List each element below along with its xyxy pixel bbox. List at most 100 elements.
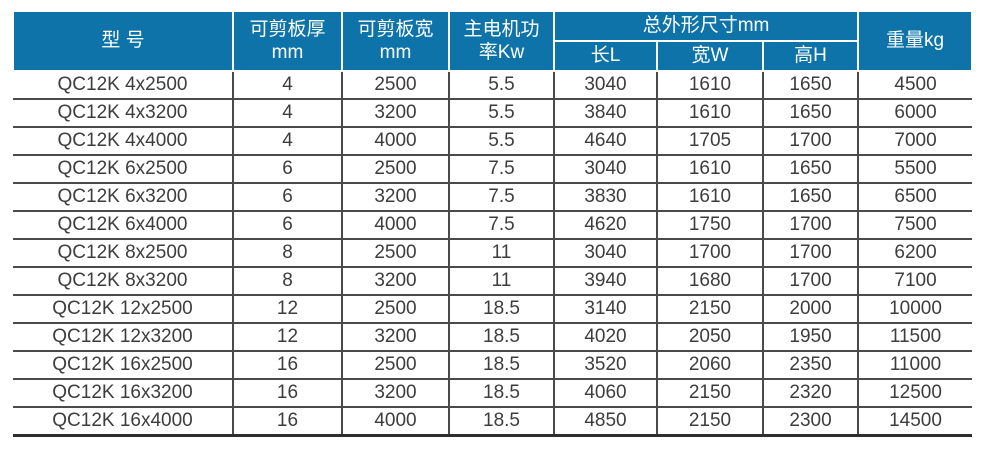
value-cell: 4 — [232, 71, 342, 100]
value-cell: 12 — [232, 295, 342, 324]
model-cell: QC12K 16x4000 — [13, 407, 233, 437]
value-cell: 2000 — [761, 295, 859, 324]
table-row: QC12K 4x4000 4 4000 5.5 4640 1705 1700 7000 — [13, 127, 973, 156]
table-row: QC12K 12x2500 12 2500 18.5 3140 2150 2000 10000 — [13, 295, 973, 324]
table-row: QC12K 4x2500 4 2500 5.5 3040 1610 1650 4500 — [13, 71, 973, 100]
model-cell: QC12K 4x2500 — [13, 71, 233, 100]
table-row: QC12K 6x2500 6 2500 7.5 3040 1610 1650 5500 — [13, 155, 973, 184]
value-cell: 4020 — [553, 323, 657, 352]
value-cell: 3040 — [553, 71, 657, 100]
value-cell: 16 — [232, 379, 342, 408]
value-cell: 7.5 — [448, 211, 554, 240]
col-header-weight: 重量kg — [857, 10, 974, 72]
value-cell: 11000 — [857, 351, 973, 380]
value-cell: 1610 — [656, 99, 763, 128]
value-cell: 4000 — [341, 407, 449, 437]
value-cell: 5.5 — [448, 127, 554, 156]
value-cell: 6200 — [857, 239, 973, 268]
table-row: QC12K 8x3200 8 3200 11 3940 1680 1700 7100 — [13, 267, 973, 296]
value-cell: 3200 — [341, 379, 449, 408]
model-cell: QC12K 12x3200 — [13, 323, 233, 352]
value-cell: 2050 — [656, 323, 763, 352]
value-cell: 3940 — [553, 267, 657, 296]
value-cell: 2320 — [761, 379, 859, 408]
table-row: QC12K 16x3200 16 3200 18.5 4060 2150 2320 12500 — [13, 379, 973, 408]
value-cell: 11500 — [857, 323, 973, 352]
value-cell: 2150 — [656, 379, 763, 408]
value-cell: 11 — [448, 239, 554, 268]
value-cell: 1680 — [656, 267, 763, 296]
value-cell: 6000 — [857, 99, 973, 128]
value-cell: 4 — [232, 99, 342, 128]
value-cell: 11 — [448, 267, 554, 296]
model-cell: QC12K 8x2500 — [13, 239, 233, 268]
value-cell: 1610 — [656, 71, 763, 100]
value-cell: 1610 — [656, 155, 763, 184]
col-header-width-w: 宽W — [656, 40, 764, 72]
col-header-dimensions-label: 总外形尺寸mm — [642, 15, 770, 37]
col-header-height-label: 高H — [794, 45, 827, 67]
value-cell: 16 — [232, 407, 342, 437]
value-cell: 6500 — [857, 183, 973, 212]
col-header-thickness-unit: mm — [271, 42, 304, 63]
value-cell: 3200 — [341, 183, 449, 212]
table-row: QC12K 16x2500 16 2500 18.5 3520 2060 2350 11000 — [13, 351, 973, 380]
value-cell: 2350 — [761, 351, 859, 380]
col-header-width-unit: mm — [379, 42, 412, 63]
value-cell: 2150 — [656, 407, 763, 437]
value-cell: 4060 — [553, 379, 657, 408]
table-body: QC12K 4x2500 4 2500 5.5 3040 1610 1650 4500 QC12… — [13, 71, 973, 437]
col-header-model-label: 型 号 — [101, 30, 145, 52]
col-header-length-label: 长L — [590, 45, 621, 67]
model-cell: QC12K 6x2500 — [13, 155, 233, 184]
value-cell: 2150 — [656, 295, 763, 324]
shear-machine-spec-table: 型 号 可剪板厚 mm 可剪板宽 mm 主电机功 率Kw 总外形尺寸mm — [12, 10, 974, 437]
value-cell: 7500 — [857, 211, 973, 240]
value-cell: 5.5 — [448, 99, 554, 128]
value-cell: 1705 — [656, 127, 763, 156]
value-cell: 4500 — [857, 71, 973, 100]
value-cell: 18.5 — [448, 351, 554, 380]
value-cell: 6 — [232, 183, 342, 212]
value-cell: 1950 — [761, 323, 859, 352]
model-cell: QC12K 12x2500 — [13, 295, 233, 324]
value-cell: 12500 — [857, 379, 973, 408]
value-cell: 4000 — [341, 211, 449, 240]
value-cell: 6 — [232, 211, 342, 240]
col-header-dimensions-group: 总外形尺寸mm — [552, 10, 860, 42]
value-cell: 1700 — [761, 239, 859, 268]
value-cell: 2300 — [761, 407, 859, 437]
col-header-height: 高H — [761, 40, 860, 72]
col-header-power: 主电机功 率Kw — [448, 10, 555, 72]
col-header-weight-label: 重量kg — [885, 30, 945, 52]
value-cell: 10000 — [857, 295, 973, 324]
model-cell: QC12K 4x3200 — [13, 99, 233, 128]
value-cell: 1610 — [656, 183, 763, 212]
value-cell: 1700 — [761, 211, 859, 240]
value-cell: 12 — [232, 323, 342, 352]
model-cell: QC12K 6x4000 — [13, 211, 233, 240]
value-cell: 2500 — [341, 155, 449, 184]
value-cell: 4620 — [553, 211, 657, 240]
col-header-thickness: 可剪板厚 mm — [232, 10, 343, 72]
value-cell: 2500 — [341, 295, 449, 324]
value-cell: 7.5 — [448, 183, 554, 212]
table-row: QC12K 16x4000 16 4000 18.5 4850 2150 2300 14500 — [13, 407, 973, 437]
col-header-power-label-line1: 主电机功 — [463, 18, 540, 40]
value-cell: 3200 — [341, 99, 449, 128]
col-header-power-label-line2: 率Kw — [478, 42, 525, 63]
model-cell: QC12K 16x2500 — [13, 351, 233, 380]
value-cell: 2060 — [656, 351, 763, 380]
value-cell: 1650 — [761, 71, 859, 100]
value-cell: 1750 — [656, 211, 763, 240]
value-cell: 3140 — [553, 295, 657, 324]
value-cell: 4640 — [553, 127, 657, 156]
value-cell: 2500 — [341, 351, 449, 380]
col-header-width: 可剪板宽 mm — [341, 10, 450, 72]
value-cell: 8 — [232, 239, 342, 268]
model-cell: QC12K 4x4000 — [13, 127, 233, 156]
table-row: QC12K 8x2500 8 2500 11 3040 1700 1700 6200 — [13, 239, 973, 268]
col-header-width-w-label: 宽W — [691, 45, 729, 67]
value-cell: 1650 — [761, 183, 859, 212]
